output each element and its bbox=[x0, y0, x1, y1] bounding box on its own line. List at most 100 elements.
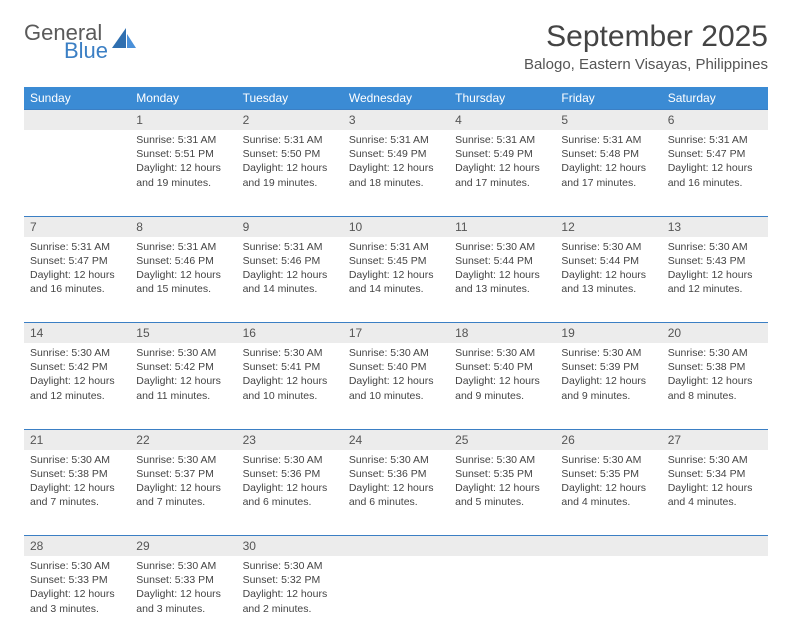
logo-sail-icon bbox=[112, 28, 138, 55]
sunset-text: Sunset: 5:37 PM bbox=[136, 467, 230, 481]
day-number: 27 bbox=[662, 430, 768, 450]
daylight-text: Daylight: 12 hours and 13 minutes. bbox=[561, 268, 655, 296]
day-number: 24 bbox=[343, 430, 449, 450]
day-cell bbox=[662, 556, 768, 642]
daylight-text: Daylight: 12 hours and 9 minutes. bbox=[561, 374, 655, 402]
day-content: Sunrise: 5:30 AMSunset: 5:39 PMDaylight:… bbox=[555, 343, 661, 409]
daylight-text: Daylight: 12 hours and 10 minutes. bbox=[349, 374, 443, 402]
day-number: 11 bbox=[449, 217, 555, 237]
day-content: Sunrise: 5:30 AMSunset: 5:34 PMDaylight:… bbox=[662, 450, 768, 516]
day-number: 10 bbox=[343, 217, 449, 237]
day-content: Sunrise: 5:30 AMSunset: 5:35 PMDaylight:… bbox=[449, 450, 555, 516]
day-number: 18 bbox=[449, 323, 555, 343]
sunrise-text: Sunrise: 5:30 AM bbox=[455, 453, 549, 467]
day-number: 23 bbox=[237, 430, 343, 450]
day-number-cell: 16 bbox=[237, 323, 343, 344]
day-number: 30 bbox=[237, 536, 343, 556]
day-number-cell: 2 bbox=[237, 110, 343, 131]
sunset-text: Sunset: 5:36 PM bbox=[349, 467, 443, 481]
weekday-header: Tuesday bbox=[237, 87, 343, 110]
daylight-text: Daylight: 12 hours and 19 minutes. bbox=[243, 161, 337, 189]
day-number-cell: 1 bbox=[130, 110, 236, 131]
sunrise-text: Sunrise: 5:30 AM bbox=[30, 453, 124, 467]
day-number-cell: 4 bbox=[449, 110, 555, 131]
day-number: 16 bbox=[237, 323, 343, 343]
day-number: 26 bbox=[555, 430, 661, 450]
day-number bbox=[449, 536, 555, 556]
weekday-header: Friday bbox=[555, 87, 661, 110]
day-cell: Sunrise: 5:30 AMSunset: 5:40 PMDaylight:… bbox=[343, 343, 449, 429]
sunset-text: Sunset: 5:44 PM bbox=[561, 254, 655, 268]
day-cell: Sunrise: 5:30 AMSunset: 5:39 PMDaylight:… bbox=[555, 343, 661, 429]
daylight-text: Daylight: 12 hours and 12 minutes. bbox=[30, 374, 124, 402]
sunrise-text: Sunrise: 5:30 AM bbox=[349, 453, 443, 467]
day-number: 4 bbox=[449, 110, 555, 130]
day-content: Sunrise: 5:30 AMSunset: 5:40 PMDaylight:… bbox=[343, 343, 449, 409]
day-number-cell bbox=[343, 536, 449, 557]
day-number-cell: 21 bbox=[24, 429, 130, 450]
day-content: Sunrise: 5:30 AMSunset: 5:35 PMDaylight:… bbox=[555, 450, 661, 516]
sunset-text: Sunset: 5:32 PM bbox=[243, 573, 337, 587]
day-cell: Sunrise: 5:30 AMSunset: 5:38 PMDaylight:… bbox=[662, 343, 768, 429]
day-cell: Sunrise: 5:31 AMSunset: 5:49 PMDaylight:… bbox=[343, 130, 449, 216]
day-content-row: Sunrise: 5:31 AMSunset: 5:51 PMDaylight:… bbox=[24, 130, 768, 216]
day-number: 13 bbox=[662, 217, 768, 237]
day-number-cell: 18 bbox=[449, 323, 555, 344]
day-cell: Sunrise: 5:30 AMSunset: 5:33 PMDaylight:… bbox=[24, 556, 130, 642]
day-number: 1 bbox=[130, 110, 236, 130]
day-cell bbox=[343, 556, 449, 642]
day-number bbox=[662, 536, 768, 556]
weekday-header: Saturday bbox=[662, 87, 768, 110]
logo-blue: Blue bbox=[64, 40, 108, 62]
sunset-text: Sunset: 5:42 PM bbox=[30, 360, 124, 374]
day-cell: Sunrise: 5:30 AMSunset: 5:42 PMDaylight:… bbox=[130, 343, 236, 429]
day-cell: Sunrise: 5:30 AMSunset: 5:44 PMDaylight:… bbox=[449, 237, 555, 323]
day-number: 29 bbox=[130, 536, 236, 556]
day-number-cell: 9 bbox=[237, 216, 343, 237]
sunset-text: Sunset: 5:34 PM bbox=[668, 467, 762, 481]
day-cell: Sunrise: 5:31 AMSunset: 5:47 PMDaylight:… bbox=[662, 130, 768, 216]
day-number-row: 21222324252627 bbox=[24, 429, 768, 450]
day-number-cell: 20 bbox=[662, 323, 768, 344]
day-number-cell: 8 bbox=[130, 216, 236, 237]
day-cell: Sunrise: 5:30 AMSunset: 5:37 PMDaylight:… bbox=[130, 450, 236, 536]
day-number: 9 bbox=[237, 217, 343, 237]
sunrise-text: Sunrise: 5:30 AM bbox=[136, 453, 230, 467]
day-number bbox=[555, 536, 661, 556]
daylight-text: Daylight: 12 hours and 6 minutes. bbox=[243, 481, 337, 509]
sunrise-text: Sunrise: 5:31 AM bbox=[136, 240, 230, 254]
sunset-text: Sunset: 5:40 PM bbox=[349, 360, 443, 374]
day-number: 19 bbox=[555, 323, 661, 343]
day-content: Sunrise: 5:31 AMSunset: 5:50 PMDaylight:… bbox=[237, 130, 343, 196]
daylight-text: Daylight: 12 hours and 3 minutes. bbox=[136, 587, 230, 615]
day-cell: Sunrise: 5:30 AMSunset: 5:35 PMDaylight:… bbox=[449, 450, 555, 536]
daylight-text: Daylight: 12 hours and 4 minutes. bbox=[668, 481, 762, 509]
daylight-text: Daylight: 12 hours and 7 minutes. bbox=[136, 481, 230, 509]
day-content: Sunrise: 5:31 AMSunset: 5:46 PMDaylight:… bbox=[237, 237, 343, 303]
daylight-text: Daylight: 12 hours and 15 minutes. bbox=[136, 268, 230, 296]
sunrise-text: Sunrise: 5:31 AM bbox=[455, 133, 549, 147]
day-cell: Sunrise: 5:31 AMSunset: 5:45 PMDaylight:… bbox=[343, 237, 449, 323]
daylight-text: Daylight: 12 hours and 10 minutes. bbox=[243, 374, 337, 402]
day-number-cell: 17 bbox=[343, 323, 449, 344]
sunrise-text: Sunrise: 5:31 AM bbox=[243, 240, 337, 254]
day-cell: Sunrise: 5:30 AMSunset: 5:34 PMDaylight:… bbox=[662, 450, 768, 536]
daylight-text: Daylight: 12 hours and 4 minutes. bbox=[561, 481, 655, 509]
day-number: 15 bbox=[130, 323, 236, 343]
weekday-header: Thursday bbox=[449, 87, 555, 110]
day-number: 22 bbox=[130, 430, 236, 450]
day-number: 17 bbox=[343, 323, 449, 343]
sunrise-text: Sunrise: 5:30 AM bbox=[30, 559, 124, 573]
sunrise-text: Sunrise: 5:30 AM bbox=[455, 240, 549, 254]
sunset-text: Sunset: 5:42 PM bbox=[136, 360, 230, 374]
day-content: Sunrise: 5:31 AMSunset: 5:49 PMDaylight:… bbox=[343, 130, 449, 196]
sunrise-text: Sunrise: 5:30 AM bbox=[243, 453, 337, 467]
weekday-header-row: Sunday Monday Tuesday Wednesday Thursday… bbox=[24, 87, 768, 110]
day-cell: Sunrise: 5:30 AMSunset: 5:38 PMDaylight:… bbox=[24, 450, 130, 536]
day-number-row: 14151617181920 bbox=[24, 323, 768, 344]
day-number-cell: 13 bbox=[662, 216, 768, 237]
day-cell: Sunrise: 5:31 AMSunset: 5:51 PMDaylight:… bbox=[130, 130, 236, 216]
calendar-table: Sunday Monday Tuesday Wednesday Thursday… bbox=[24, 87, 768, 642]
sunrise-text: Sunrise: 5:30 AM bbox=[668, 453, 762, 467]
day-number: 7 bbox=[24, 217, 130, 237]
